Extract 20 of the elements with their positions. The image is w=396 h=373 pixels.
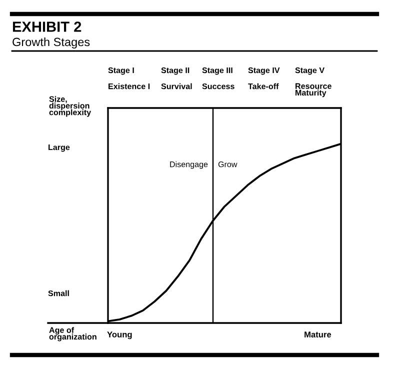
text: Success: [202, 83, 234, 90]
x-tick-label: Young: [107, 332, 132, 340]
text: Stage IV: [248, 67, 280, 75]
text: Survival: [161, 83, 192, 90]
annotation: Grow: [218, 161, 238, 168]
text: Stage I: [108, 67, 134, 75]
text: Existence I: [108, 83, 150, 90]
chart-title: EXHIBIT 2: [12, 22, 82, 32]
text: Resource Maturity: [296, 83, 332, 98]
chart-subtitle: Growth Stages: [12, 38, 90, 48]
annotation: Disengage: [170, 161, 208, 169]
text: Large: [48, 144, 70, 152]
text: Stage II: [161, 67, 190, 75]
text: Take-off: [248, 83, 279, 90]
text: Small: [48, 290, 69, 296]
x-axis-title: Age of organization: [49, 327, 96, 342]
text: Stage V: [295, 67, 324, 75]
y-axis-title: Size, dispersion complexity: [49, 96, 92, 117]
x-tick-label: Mature: [304, 332, 332, 338]
text: Stage III: [202, 67, 232, 75]
